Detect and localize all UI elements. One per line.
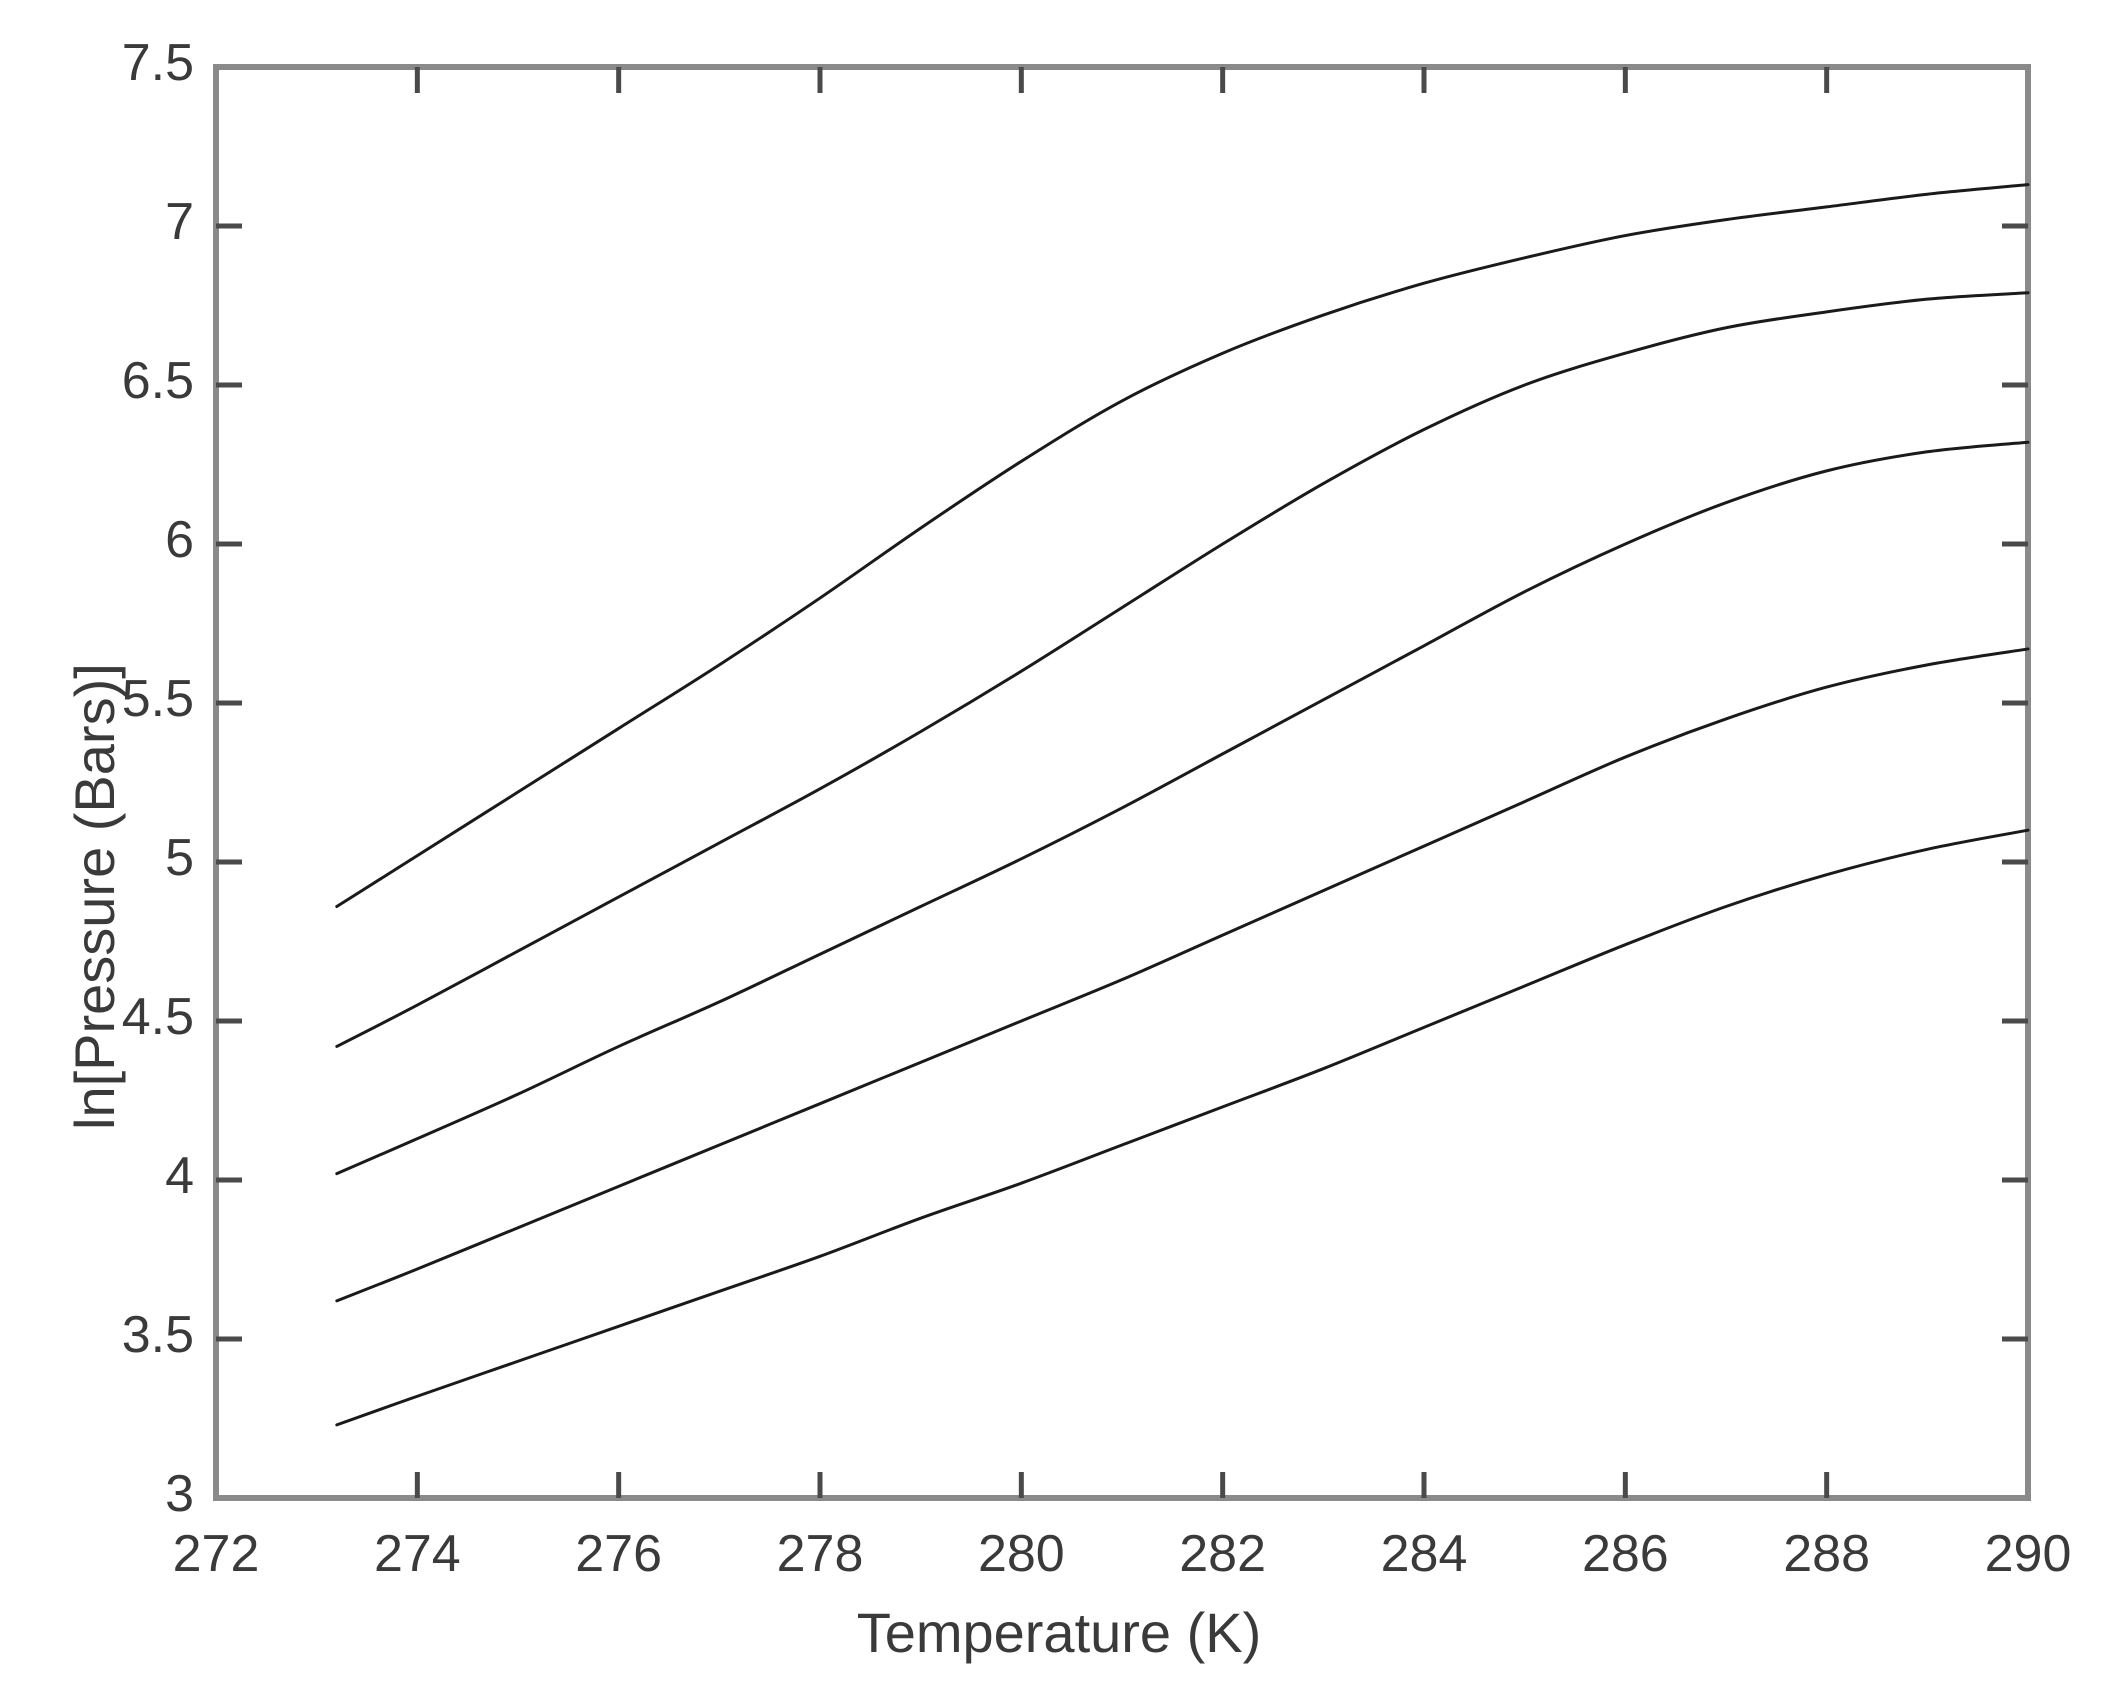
x-tick-label: 290	[1984, 1525, 2072, 1583]
y-tick-label: 5.5	[121, 670, 194, 728]
curve-4	[335, 647, 2030, 1303]
y-tick-label: 6.5	[121, 352, 194, 410]
x-axis-title: Temperature (K)	[856, 1601, 1262, 1664]
x-tick-label: 272	[172, 1525, 260, 1583]
axes-border	[213, 64, 2031, 1501]
axes-frame	[213, 64, 2031, 1501]
data-series-group	[335, 183, 2030, 1427]
curve-1	[335, 183, 2030, 909]
y-tick-label: 4	[165, 1147, 194, 1205]
x-tick-label: 280	[977, 1525, 1065, 1583]
x-tick-label: 286	[1581, 1525, 1669, 1583]
curve-2	[335, 291, 2030, 1048]
y-tick-label: 3.5	[121, 1306, 194, 1364]
curve-3	[335, 440, 2030, 1176]
x-tick-label: 284	[1380, 1525, 1468, 1583]
y-tick-label: 6	[165, 511, 194, 569]
x-tick-label: 276	[575, 1525, 663, 1583]
curve-5	[335, 828, 2030, 1427]
y-tick-label: 7	[165, 193, 194, 251]
y-tick-marks	[216, 223, 2028, 1342]
y-axis-title: ln[Pressure (Bars)]	[63, 663, 126, 1130]
x-tick-label: 274	[373, 1525, 461, 1583]
x-tick-label: 282	[1179, 1525, 1267, 1583]
y-tick-label: 4.5	[121, 988, 194, 1046]
x-tick-label: 278	[776, 1525, 864, 1583]
y-tick-label: 3	[165, 1465, 194, 1523]
x-tick-marks	[414, 67, 1830, 1498]
y-tick-label: 7.5	[121, 34, 194, 92]
y-tick-label: 5	[165, 829, 194, 887]
x-tick-label: 288	[1783, 1525, 1871, 1583]
